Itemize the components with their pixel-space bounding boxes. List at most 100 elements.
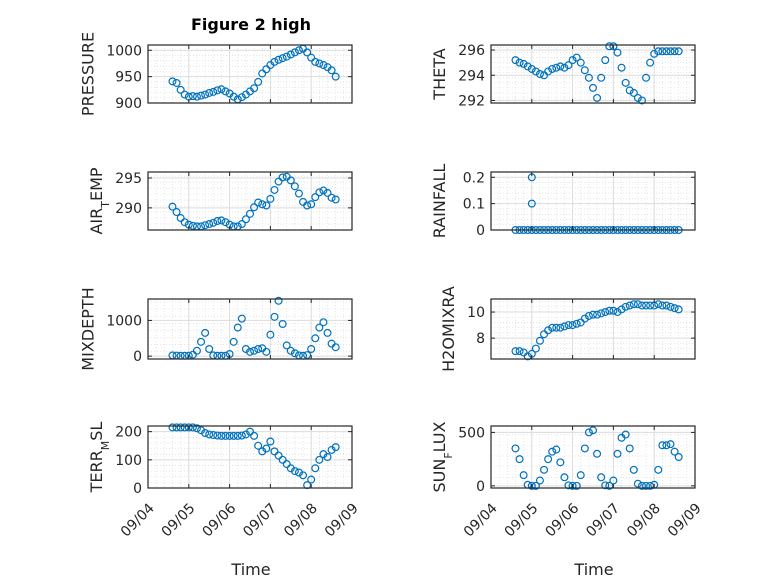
axes-frame <box>147 298 353 360</box>
data-point <box>576 471 585 480</box>
data-point <box>246 209 255 218</box>
data-point <box>311 464 320 473</box>
data-point <box>633 479 642 488</box>
data-point <box>548 64 557 73</box>
data-point <box>176 423 185 432</box>
data-point <box>560 473 569 482</box>
data-point <box>515 455 524 464</box>
data-point <box>274 55 283 64</box>
data-point <box>229 337 238 346</box>
data-point <box>180 90 189 99</box>
data-point <box>601 56 610 65</box>
x-tick-label: 09/08 <box>281 500 321 540</box>
data-point <box>625 301 634 310</box>
y-tick-label: 296 <box>458 43 485 59</box>
data-point <box>601 481 610 490</box>
y-axis-label: TERRMSL <box>87 422 112 494</box>
data-point <box>258 200 267 209</box>
figure-title: Figure 2 high <box>191 15 311 34</box>
data-point <box>323 453 332 462</box>
data-point <box>629 300 638 309</box>
data-point <box>580 314 589 323</box>
data-point <box>544 67 553 76</box>
data-point <box>201 429 210 438</box>
data-point <box>568 321 577 330</box>
x-tick-label: 09/04 <box>118 500 158 540</box>
x-tick-label: 09/09 <box>665 500 705 540</box>
data-point <box>254 441 263 450</box>
y-tick-label: 294 <box>458 68 485 84</box>
data-point <box>217 431 226 440</box>
data-point <box>262 444 271 453</box>
x-tick-label: 09/06 <box>543 500 583 540</box>
data-point <box>205 430 214 439</box>
data-point <box>315 323 324 332</box>
data-point <box>629 88 638 97</box>
y-axis-label: MIXDEPTH <box>79 287 98 370</box>
data-point <box>511 444 520 453</box>
data-point <box>270 57 279 66</box>
data-point <box>209 431 218 440</box>
data-point <box>597 309 606 318</box>
data-point <box>556 62 565 71</box>
data-point <box>294 46 303 55</box>
y-tick-label: 295 <box>115 171 142 187</box>
data-point <box>303 48 312 57</box>
data-point <box>674 453 683 462</box>
data-point <box>258 69 267 78</box>
data-point <box>262 201 271 210</box>
axes-frame <box>490 171 696 231</box>
data-point <box>601 308 610 317</box>
data-point <box>270 447 279 456</box>
data-point <box>654 465 663 474</box>
data-point <box>544 326 553 335</box>
data-point <box>560 63 569 72</box>
data-point <box>262 65 271 74</box>
data-point <box>209 218 218 227</box>
data-point <box>323 328 332 337</box>
data-point <box>180 423 189 432</box>
data-point <box>278 54 287 63</box>
data-point <box>637 301 646 310</box>
data-point <box>229 92 238 101</box>
data-point <box>588 310 597 319</box>
data-point <box>286 176 295 185</box>
data-point <box>540 465 549 474</box>
data-point <box>307 53 316 62</box>
data-point <box>625 444 634 453</box>
data-point <box>307 200 316 209</box>
data-point <box>633 300 642 309</box>
data-point <box>331 72 340 81</box>
data-point <box>294 189 303 198</box>
plot-area <box>148 299 352 359</box>
y-tick-label: 100 <box>115 453 142 469</box>
data-point <box>519 471 528 480</box>
data-point <box>646 58 655 67</box>
data-point <box>319 61 328 70</box>
data-point <box>209 87 218 96</box>
data-point <box>646 481 655 490</box>
data-point <box>654 300 663 309</box>
data-point <box>290 467 299 476</box>
data-point <box>593 93 602 102</box>
data-point <box>613 449 622 458</box>
data-point <box>307 475 316 484</box>
data-point <box>213 217 222 226</box>
data-point <box>266 194 275 203</box>
plot-area <box>491 426 695 488</box>
data-point <box>617 305 626 314</box>
data-point <box>278 320 287 329</box>
y-axis-label: PRESSURE <box>79 32 98 116</box>
data-point <box>576 58 585 67</box>
data-point <box>237 93 246 102</box>
data-point <box>205 88 214 97</box>
data-point <box>197 337 206 346</box>
y-tick-label: 1000 <box>106 313 142 329</box>
data-point <box>290 182 299 191</box>
data-point <box>609 476 618 485</box>
data-point <box>625 86 634 95</box>
data-point <box>331 343 340 352</box>
data-point <box>254 198 263 207</box>
data-point <box>270 185 279 194</box>
